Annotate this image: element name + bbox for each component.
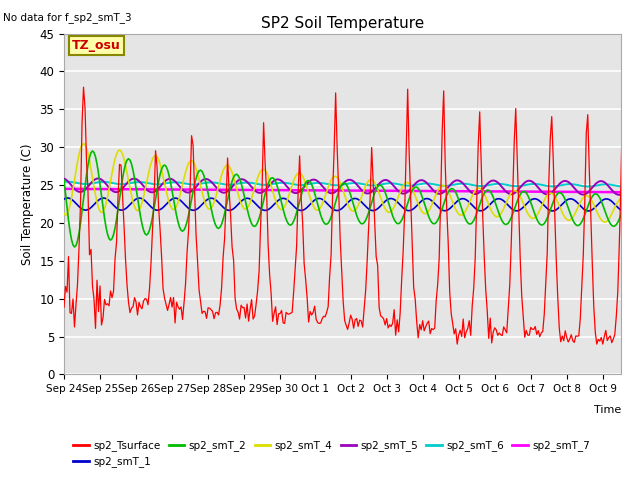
- Text: TZ_osu: TZ_osu: [72, 39, 121, 52]
- Legend: sp2_Tsurface, sp2_smT_1, sp2_smT_2, sp2_smT_4, sp2_smT_5, sp2_smT_6, sp2_smT_7: sp2_Tsurface, sp2_smT_1, sp2_smT_2, sp2_…: [69, 436, 594, 471]
- Text: Time: Time: [593, 405, 621, 415]
- Title: SP2 Soil Temperature: SP2 Soil Temperature: [260, 16, 424, 31]
- Text: No data for f_sp2_smT_3: No data for f_sp2_smT_3: [3, 12, 132, 23]
- Y-axis label: Soil Temperature (C): Soil Temperature (C): [21, 143, 34, 265]
